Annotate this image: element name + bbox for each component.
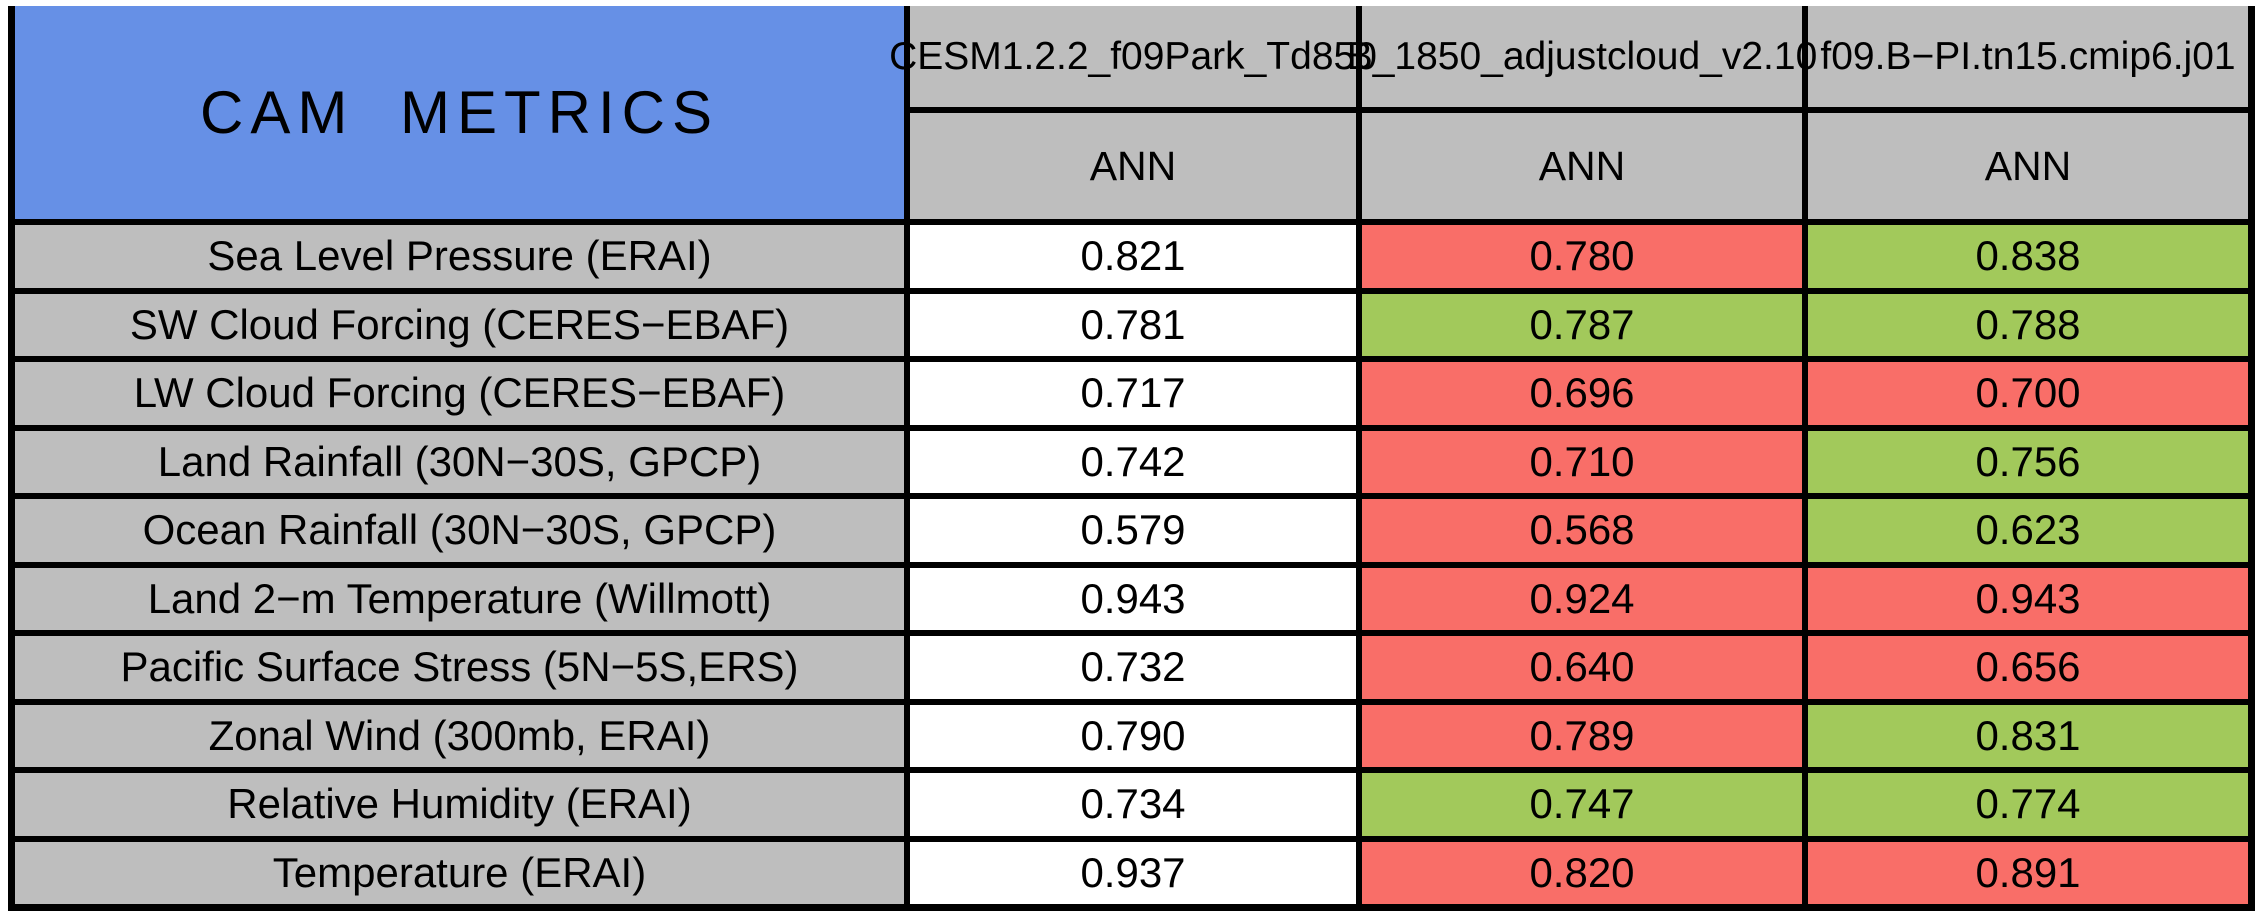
metric-value-cell: 0.821 [910, 225, 1356, 288]
metric-value-cell: 0.781 [910, 293, 1356, 356]
metric-value-cell: 0.742 [910, 430, 1356, 493]
metric-value-cell: 0.787 [1362, 293, 1802, 356]
metric-value-cell: 0.943 [910, 567, 1356, 630]
case-names-header: CESM1.2.2_f09Park_Td850 B_1850_adjustclo… [889, 6, 2248, 107]
metric-label-cell: Relative Humidity (ERAI) [15, 773, 904, 836]
metric-value-cell: 0.756 [1808, 430, 2248, 493]
season-header-ann-col1: ANN [910, 113, 1356, 219]
metric-value-cell: 0.710 [1362, 430, 1802, 493]
metric-value-cell: 0.696 [1362, 362, 1802, 425]
metric-value-cell: 0.780 [1362, 225, 1802, 288]
metric-value-cell: 0.924 [1362, 567, 1802, 630]
metric-label-cell: Zonal Wind (300mb, ERAI) [15, 704, 904, 767]
metric-label-cell: SW Cloud Forcing (CERES−EBAF) [15, 293, 904, 356]
metric-value-cell: 0.937 [910, 841, 1356, 904]
case-name-col2: B_1850_adjustcloud_v2.10 [1346, 34, 1818, 78]
metric-value-cell: 0.734 [910, 773, 1356, 836]
metric-label-cell: Sea Level Pressure (ERAI) [15, 225, 904, 288]
metric-value-cell: 0.747 [1362, 773, 1802, 836]
metric-value-cell: 0.700 [1808, 362, 2248, 425]
metric-value-cell: 0.790 [910, 704, 1356, 767]
case-name-col1: CESM1.2.2_f09Park_Td850 [889, 34, 1377, 78]
metric-value-cell: 0.820 [1362, 841, 1802, 904]
metric-value-cell: 0.579 [910, 499, 1356, 562]
season-header-ann-col2: ANN [1362, 113, 1802, 219]
metric-value-cell: 0.717 [910, 362, 1356, 425]
season-header-ann-col3: ANN [1808, 113, 2248, 219]
metric-value-cell: 0.838 [1808, 225, 2248, 288]
column-divider [1802, 6, 1808, 107]
metric-value-cell: 0.789 [1362, 704, 1802, 767]
cam-metrics-table: CAM METRICS CESM1.2.2_f09Park_Td850 B_18… [8, 6, 2255, 911]
metric-label-cell: LW Cloud Forcing (CERES−EBAF) [15, 362, 904, 425]
metric-label-cell: Ocean Rainfall (30N−30S, GPCP) [15, 499, 904, 562]
metric-value-cell: 0.732 [910, 636, 1356, 699]
metric-value-cell: 0.656 [1808, 636, 2248, 699]
table-title-cell: CAM METRICS [15, 6, 904, 219]
page-title: CAM METRICS [200, 79, 719, 146]
metric-value-cell: 0.774 [1808, 773, 2248, 836]
metric-value-cell: 0.831 [1808, 704, 2248, 767]
metric-value-cell: 0.623 [1808, 499, 2248, 562]
column-divider [1356, 6, 1362, 107]
metric-value-cell: 0.568 [1362, 499, 1802, 562]
metric-value-cell: 0.891 [1808, 841, 2248, 904]
metric-label-cell: Temperature (ERAI) [15, 841, 904, 904]
metric-value-cell: 0.788 [1808, 293, 2248, 356]
metric-label-cell: Land Rainfall (30N−30S, GPCP) [15, 430, 904, 493]
case-name-col3: f09.B−PI.tn15.cmip6.j01 [1820, 34, 2236, 78]
metric-value-cell: 0.943 [1808, 567, 2248, 630]
metric-label-cell: Land 2−m Temperature (Willmott) [15, 567, 904, 630]
metric-value-cell: 0.640 [1362, 636, 1802, 699]
metric-label-cell: Pacific Surface Stress (5N−5S,ERS) [15, 636, 904, 699]
